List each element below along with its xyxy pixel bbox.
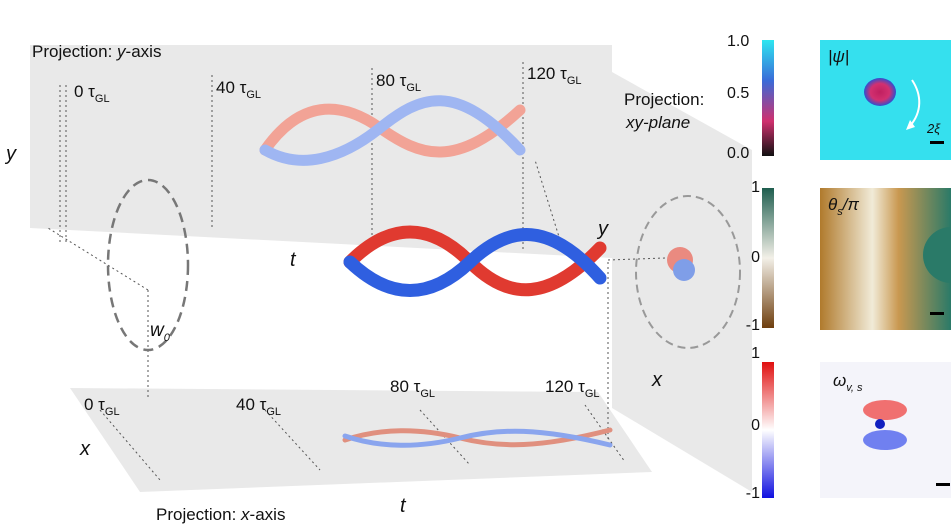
axis-label: y <box>596 218 609 240</box>
time-label: 120 τGL <box>545 377 600 400</box>
colorbar <box>762 188 774 328</box>
arrow <box>909 79 921 127</box>
text-part: θ <box>828 195 838 214</box>
text-part: 120 τ <box>527 64 567 83</box>
text-part: 40 τ <box>216 78 247 97</box>
vortex-helix <box>259 95 695 448</box>
projection-title: Projection: y-axis <box>32 42 161 61</box>
axis-label: x <box>651 369 663 391</box>
projection-title: xy-plane <box>625 113 690 132</box>
colorbar <box>762 40 774 156</box>
panel-label: |ψ| <box>828 47 849 66</box>
text-part: GL <box>420 388 435 400</box>
text-part: /π <box>842 195 860 214</box>
colorbar-tick: 1 <box>751 345 760 362</box>
text-part: 120 τ <box>545 377 585 396</box>
text-part: ω <box>833 371 846 390</box>
time-label: 0 τGL <box>84 395 120 418</box>
text-part: 40 τ <box>236 395 267 414</box>
text-part: v, s <box>846 382 863 394</box>
scale-bar-label: 2ξ <box>926 121 941 136</box>
text-part: Projection: <box>156 505 241 524</box>
text-part: GL <box>246 89 261 101</box>
text-part: GL <box>266 406 281 418</box>
text-part: GL <box>105 406 120 418</box>
field-image <box>820 362 951 498</box>
colorbar-tick: 0.0 <box>727 145 749 162</box>
time-label: 40 τGL <box>236 395 281 418</box>
phase-region <box>923 227 951 283</box>
arrow-head <box>906 120 915 130</box>
colorbar-tick: 0.5 <box>727 85 749 102</box>
projection-title: Projection: x-axis <box>156 505 285 524</box>
text-part: x <box>240 505 250 524</box>
scale-bar <box>930 312 944 315</box>
vorticity-lobe <box>863 430 907 450</box>
colorbar-tick: 0 <box>751 249 760 266</box>
text-part: -axis <box>126 42 162 61</box>
vorticity-core <box>875 419 885 429</box>
waist-label: w0 <box>150 320 171 344</box>
time-label: 0 τGL <box>74 82 110 105</box>
text-part: -axis <box>250 505 286 524</box>
text-part: s <box>837 206 843 218</box>
axis-label: x <box>79 438 91 460</box>
time-label: 40 τGL <box>216 78 261 101</box>
vorticity-lobe <box>863 400 907 420</box>
panel-label: θs/π <box>828 195 859 218</box>
axis-label: t <box>290 249 297 271</box>
colorbar-tick: 0 <box>751 417 760 434</box>
colorbar-tick: 1 <box>751 179 760 196</box>
time-label: 120 τGL <box>527 64 582 87</box>
colorbar-tick: 1.0 <box>727 33 749 50</box>
panel-label: ωv, s <box>833 371 863 394</box>
text-part: w <box>150 320 165 341</box>
text-part: 0 <box>164 332 171 344</box>
text-part: 80 τ <box>390 377 421 396</box>
time-label: 80 τGL <box>376 71 421 94</box>
axis-label: y <box>4 143 17 165</box>
scale-bar <box>936 483 950 486</box>
text-part: y <box>116 42 127 61</box>
text-part: GL <box>567 75 582 87</box>
axis-label: t <box>400 495 407 517</box>
text-part: Projection: <box>32 42 117 61</box>
text-part: GL <box>406 82 421 94</box>
text-part: 0 τ <box>84 395 105 414</box>
text-part: 0 τ <box>74 82 95 101</box>
projection-title: Projection: <box>624 90 704 109</box>
vortex-core <box>864 78 896 106</box>
text-part: GL <box>95 93 110 105</box>
colorbar-tick: -1 <box>746 317 760 334</box>
projection-plane <box>612 72 752 492</box>
colorbar-tick: -1 <box>746 485 760 502</box>
text-part: GL <box>585 388 600 400</box>
colorbar <box>762 362 774 498</box>
time-label: 80 τGL <box>390 377 435 400</box>
guide-lines <box>47 62 741 481</box>
text-part: 80 τ <box>376 71 407 90</box>
scale-bar <box>930 141 944 144</box>
